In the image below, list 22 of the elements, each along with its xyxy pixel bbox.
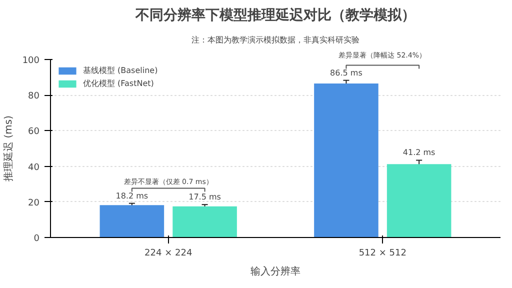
chart-subtitle: 注：本图为教学演示模拟数据，非真实科研实验	[192, 36, 360, 44]
data-label: 86.5 ms	[330, 68, 362, 78]
legend-label: 优化模型 (FastNet)	[83, 78, 154, 89]
y-tick-label: 40	[28, 162, 40, 173]
x-axis-title: 输入分辨率	[250, 266, 300, 278]
y-tick-label: 0	[34, 234, 40, 244]
y-tick-label: 60	[28, 127, 40, 138]
bar	[100, 205, 164, 238]
x-tick-label: 224 × 224	[144, 248, 192, 258]
data-label: 41.2 ms	[402, 148, 436, 158]
bar	[314, 84, 378, 238]
chart-title: 不同分辨率下模型推理延迟对比（教学模拟）	[134, 6, 416, 24]
legend-label: 基线模型 (Baseline)	[83, 65, 158, 76]
bar	[172, 206, 237, 238]
y-tick-label: 80	[28, 92, 40, 102]
y-axis-title: 推理延迟 (ms)	[2, 115, 14, 182]
y-tick-label: 100	[22, 56, 40, 66]
data-label: 17.5 ms	[188, 192, 221, 202]
y-tick-label: 20	[28, 198, 40, 208]
bar	[386, 164, 452, 238]
x-tick-label: 512 × 512	[358, 248, 406, 258]
data-label: 18.2 ms	[116, 191, 148, 200]
